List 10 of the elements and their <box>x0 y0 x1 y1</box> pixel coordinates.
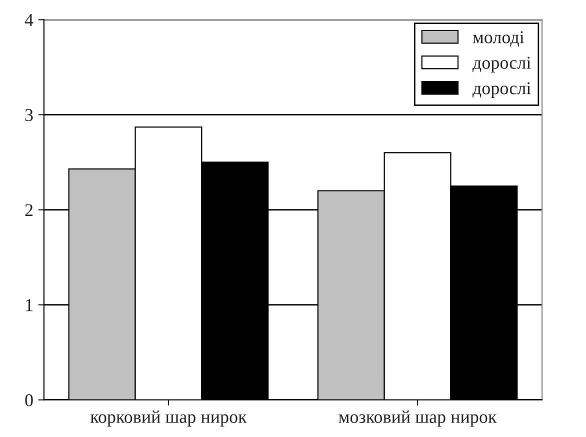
y-tick-label: 4 <box>24 14 34 26</box>
y-tick-label: 1 <box>26 299 32 312</box>
legend-label: дорослі <box>472 56 531 72</box>
x-tick-label: мозковий шар нирок <box>338 410 497 427</box>
x-tick-label: корковий шар нирок <box>90 410 247 427</box>
y-tick-label: 3 <box>25 109 33 122</box>
y-tick-label: 0 <box>25 394 33 406</box>
legend-label: молоді <box>472 31 524 47</box>
legend-label: дорослі <box>472 82 531 98</box>
y-tick-label: 2 <box>25 204 33 216</box>
